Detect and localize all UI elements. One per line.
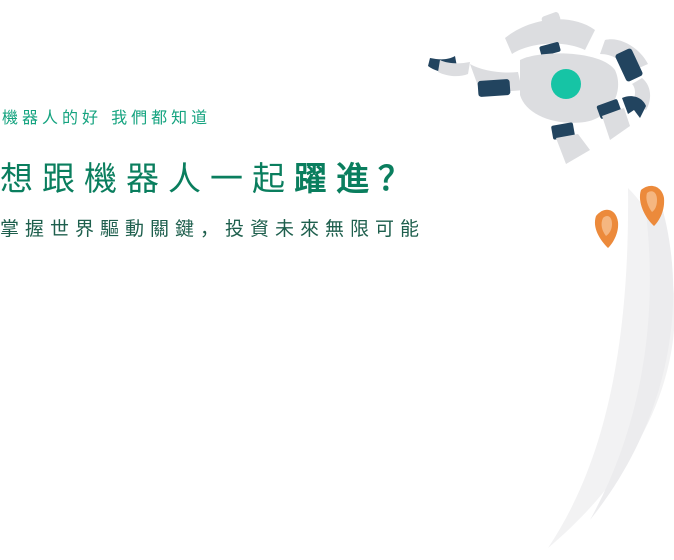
speed-trail-icon [548,188,674,548]
headline-lead: 想跟機器人一起 [0,159,294,198]
hero-subline: 掌握世界驅動關鍵，投資未來無限可能 [0,218,426,240]
hero-eyebrow: 機器人的好 我們都知道 [2,108,212,127]
robot-icon [428,12,651,164]
rocket-flame-icon [594,185,665,248]
headline-question-mark: ？ [378,159,420,198]
headline-emphasis: 躍進 [294,159,378,198]
hero-headline: 想跟機器人一起躍進？ [0,155,420,203]
